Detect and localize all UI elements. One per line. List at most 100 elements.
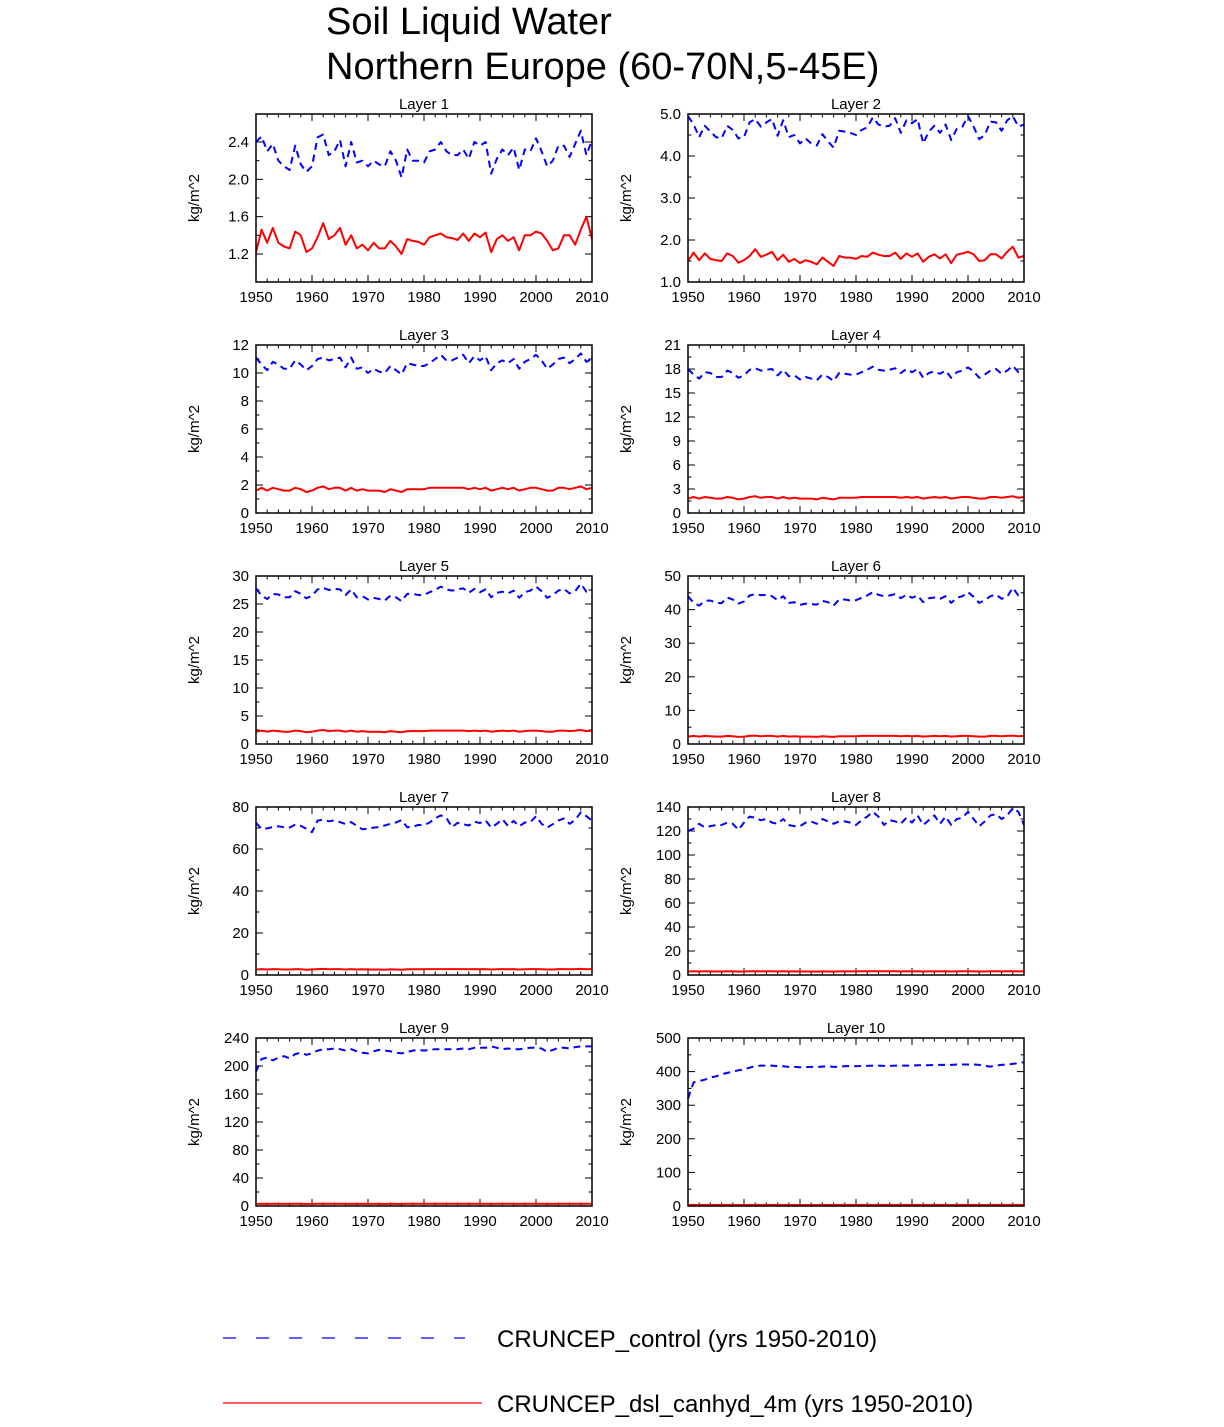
legend-entry-control: CRUNCEP_control (yrs 1950-2010) (220, 1322, 1120, 1362)
y-tick-label: 0 (673, 1198, 681, 1215)
x-tick-label: 1950 (671, 751, 704, 768)
x-tick-label: 1960 (295, 982, 328, 999)
x-tick-label: 1960 (727, 751, 760, 768)
y-tick-label: 80 (232, 1142, 249, 1159)
x-tick-label: 1980 (407, 751, 440, 768)
chart-legend: CRUNCEP_control (yrs 1950-2010) CRUNCEP_… (220, 1310, 1120, 1420)
x-tick-label: 1990 (895, 751, 928, 768)
x-tick-label: 2000 (519, 1213, 552, 1230)
y-tick-label: 0 (673, 967, 681, 984)
x-tick-label: 1980 (839, 289, 872, 306)
y-axis-label: kg/m^2 (186, 636, 203, 684)
y-tick-label: 20 (664, 669, 681, 686)
y-tick-label: 10 (232, 365, 249, 382)
x-tick-label: 2000 (519, 751, 552, 768)
panel-title: Layer 6 (831, 558, 881, 575)
y-tick-label: 120 (656, 823, 681, 840)
y-tick-label: 40 (664, 602, 681, 619)
y-tick-label: 400 (656, 1064, 681, 1081)
plot-frame (688, 1038, 1024, 1206)
y-tick-label: 120 (224, 1114, 249, 1131)
x-tick-label: 1980 (839, 982, 872, 999)
panel-title: Layer 5 (399, 558, 449, 575)
y-axis-label: kg/m^2 (618, 405, 635, 453)
y-tick-label: 300 (656, 1097, 681, 1114)
series-line-experiment (688, 736, 1024, 737)
x-tick-label: 2010 (575, 289, 608, 306)
panel-title: Layer 7 (399, 789, 449, 806)
y-tick-label: 12 (664, 409, 681, 426)
x-tick-label: 2010 (1007, 289, 1040, 306)
series-line-control (256, 584, 592, 601)
x-tick-label: 1990 (895, 520, 928, 537)
plot-frame (256, 345, 592, 513)
x-tick-label: 1970 (351, 982, 384, 999)
x-tick-label: 1960 (727, 520, 760, 537)
y-tick-label: 0 (241, 1198, 249, 1215)
legend-entry-experiment: CRUNCEP_dsl_canhyd_4m (yrs 1950-2010) (220, 1387, 1120, 1427)
panel-title: Layer 1 (399, 96, 449, 113)
y-tick-label: 1.0 (660, 274, 681, 291)
x-tick-label: 1990 (895, 982, 928, 999)
y-tick-label: 40 (232, 883, 249, 900)
x-tick-label: 1960 (295, 751, 328, 768)
x-tick-label: 1970 (351, 520, 384, 537)
panel-title: Layer 9 (399, 1020, 449, 1037)
x-tick-label: 2010 (575, 751, 608, 768)
plot-frame (256, 114, 592, 282)
y-tick-label: 15 (232, 652, 249, 669)
y-tick-label: 140 (656, 799, 681, 816)
y-tick-label: 40 (664, 919, 681, 936)
series-line-control (256, 1046, 592, 1071)
y-tick-label: 0 (241, 505, 249, 522)
panel-title: Layer 10 (827, 1020, 885, 1037)
x-tick-label: 1970 (351, 751, 384, 768)
series-line-experiment (688, 247, 1024, 266)
series-line-experiment (256, 730, 592, 732)
y-tick-label: 5 (241, 708, 249, 725)
y-tick-label: 8 (241, 393, 249, 410)
y-tick-label: 0 (673, 505, 681, 522)
y-tick-label: 10 (232, 680, 249, 697)
x-tick-label: 1990 (895, 1213, 928, 1230)
series-line-experiment (256, 486, 592, 492)
x-tick-label: 2000 (519, 982, 552, 999)
x-tick-label: 1960 (295, 1213, 328, 1230)
x-tick-label: 1950 (239, 1213, 272, 1230)
series-line-experiment (256, 217, 592, 254)
x-tick-label: 1970 (783, 520, 816, 537)
y-tick-label: 0 (241, 967, 249, 984)
y-tick-label: 40 (232, 1170, 249, 1187)
x-tick-label: 1980 (407, 520, 440, 537)
x-tick-label: 2010 (1007, 1213, 1040, 1230)
panel-title: Layer 4 (831, 327, 881, 344)
y-tick-label: 1.2 (228, 246, 249, 263)
x-tick-label: 1960 (727, 982, 760, 999)
x-tick-label: 1950 (239, 751, 272, 768)
plot-frame (256, 576, 592, 744)
y-tick-label: 3.0 (660, 190, 681, 207)
y-axis-label: kg/m^2 (186, 405, 203, 453)
x-tick-label: 1980 (407, 289, 440, 306)
legend-label-experiment: CRUNCEP_dsl_canhyd_4m (yrs 1950-2010) (497, 1391, 973, 1419)
series-line-control (256, 353, 592, 374)
y-tick-label: 200 (224, 1058, 249, 1075)
x-tick-label: 2000 (951, 751, 984, 768)
series-line-experiment (688, 496, 1024, 499)
y-tick-label: 10 (664, 702, 681, 719)
y-axis-label: kg/m^2 (186, 1098, 203, 1146)
y-tick-label: 60 (232, 841, 249, 858)
x-tick-label: 1990 (463, 289, 496, 306)
y-tick-label: 2.0 (660, 232, 681, 249)
y-tick-label: 25 (232, 596, 249, 613)
series-line-control (256, 131, 592, 178)
x-tick-label: 2000 (951, 1213, 984, 1230)
y-tick-label: 80 (232, 799, 249, 816)
x-tick-label: 1980 (839, 520, 872, 537)
